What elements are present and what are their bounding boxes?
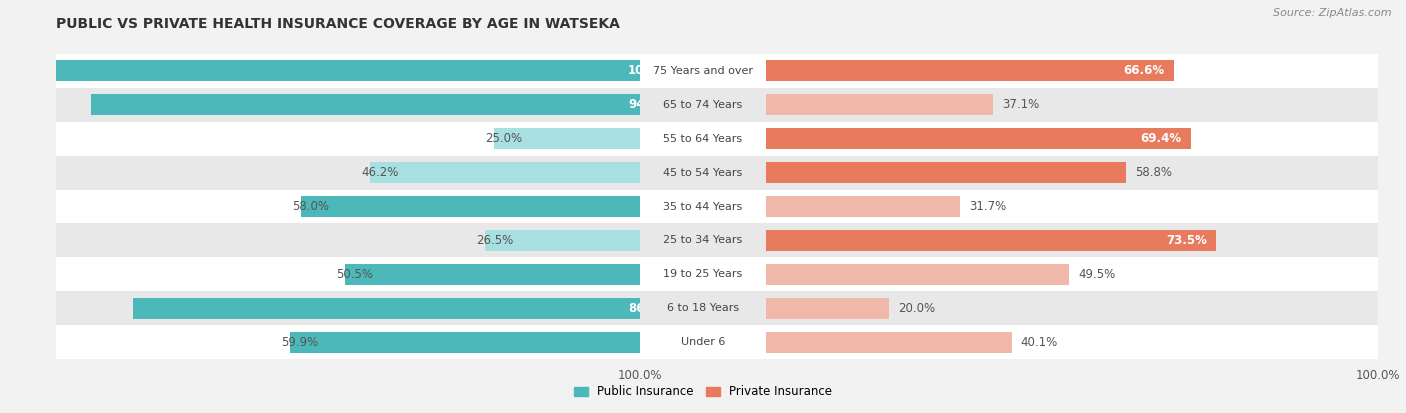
Text: 26.5%: 26.5%: [477, 234, 513, 247]
Bar: [766, 190, 1378, 223]
Bar: [766, 121, 1378, 156]
Text: 58.8%: 58.8%: [1135, 166, 1173, 179]
Text: 55 to 64 Years: 55 to 64 Years: [664, 133, 742, 144]
Bar: [766, 257, 1378, 292]
Bar: [134, 298, 640, 319]
Text: 40.1%: 40.1%: [1021, 336, 1057, 349]
Text: 59.9%: 59.9%: [281, 336, 319, 349]
Bar: [766, 156, 1378, 190]
Bar: [766, 325, 1378, 359]
Bar: [766, 298, 889, 319]
Bar: [766, 60, 1174, 81]
Bar: [370, 162, 640, 183]
Bar: [56, 88, 640, 121]
Text: 50.5%: 50.5%: [336, 268, 374, 281]
Text: Source: ZipAtlas.com: Source: ZipAtlas.com: [1274, 8, 1392, 18]
Text: 25.0%: 25.0%: [485, 132, 522, 145]
Bar: [56, 60, 640, 81]
Text: PUBLIC VS PRIVATE HEALTH INSURANCE COVERAGE BY AGE IN WATSEKA: PUBLIC VS PRIVATE HEALTH INSURANCE COVER…: [56, 17, 620, 31]
Bar: [301, 196, 640, 217]
Text: 49.5%: 49.5%: [1078, 268, 1115, 281]
Text: 65 to 74 Years: 65 to 74 Years: [664, 100, 742, 109]
Text: 45 to 54 Years: 45 to 54 Years: [664, 168, 742, 178]
Text: 86.8%: 86.8%: [628, 302, 669, 315]
Text: 69.4%: 69.4%: [1140, 132, 1181, 145]
Bar: [344, 264, 640, 285]
Text: 73.5%: 73.5%: [1166, 234, 1206, 247]
Bar: [766, 94, 993, 115]
Bar: [766, 230, 1216, 251]
Text: 94.0%: 94.0%: [628, 98, 669, 111]
Text: 100.0%: 100.0%: [628, 64, 676, 77]
Bar: [56, 325, 640, 359]
Bar: [290, 332, 640, 353]
Bar: [766, 332, 1011, 353]
Bar: [766, 223, 1378, 257]
Bar: [56, 257, 640, 292]
Bar: [56, 223, 640, 257]
Bar: [56, 156, 640, 190]
Bar: [56, 54, 640, 88]
Text: 46.2%: 46.2%: [361, 166, 399, 179]
Bar: [766, 128, 1191, 149]
Text: 66.6%: 66.6%: [1123, 64, 1164, 77]
Bar: [56, 292, 640, 325]
Legend: Public Insurance, Private Insurance: Public Insurance, Private Insurance: [569, 380, 837, 403]
Bar: [766, 88, 1378, 121]
Bar: [766, 264, 1069, 285]
Text: 19 to 25 Years: 19 to 25 Years: [664, 269, 742, 280]
Text: 31.7%: 31.7%: [969, 200, 1007, 213]
Bar: [91, 94, 640, 115]
Text: 37.1%: 37.1%: [1002, 98, 1039, 111]
Text: 35 to 44 Years: 35 to 44 Years: [664, 202, 742, 211]
Bar: [766, 162, 1126, 183]
Text: 6 to 18 Years: 6 to 18 Years: [666, 304, 740, 313]
Text: 58.0%: 58.0%: [292, 200, 329, 213]
Text: 25 to 34 Years: 25 to 34 Years: [664, 235, 742, 245]
Text: 75 Years and over: 75 Years and over: [652, 66, 754, 76]
Bar: [766, 292, 1378, 325]
Bar: [766, 196, 960, 217]
Bar: [766, 54, 1378, 88]
Text: 20.0%: 20.0%: [898, 302, 935, 315]
Bar: [56, 190, 640, 223]
Bar: [485, 230, 640, 251]
Bar: [494, 128, 640, 149]
Text: Under 6: Under 6: [681, 337, 725, 347]
Bar: [56, 121, 640, 156]
